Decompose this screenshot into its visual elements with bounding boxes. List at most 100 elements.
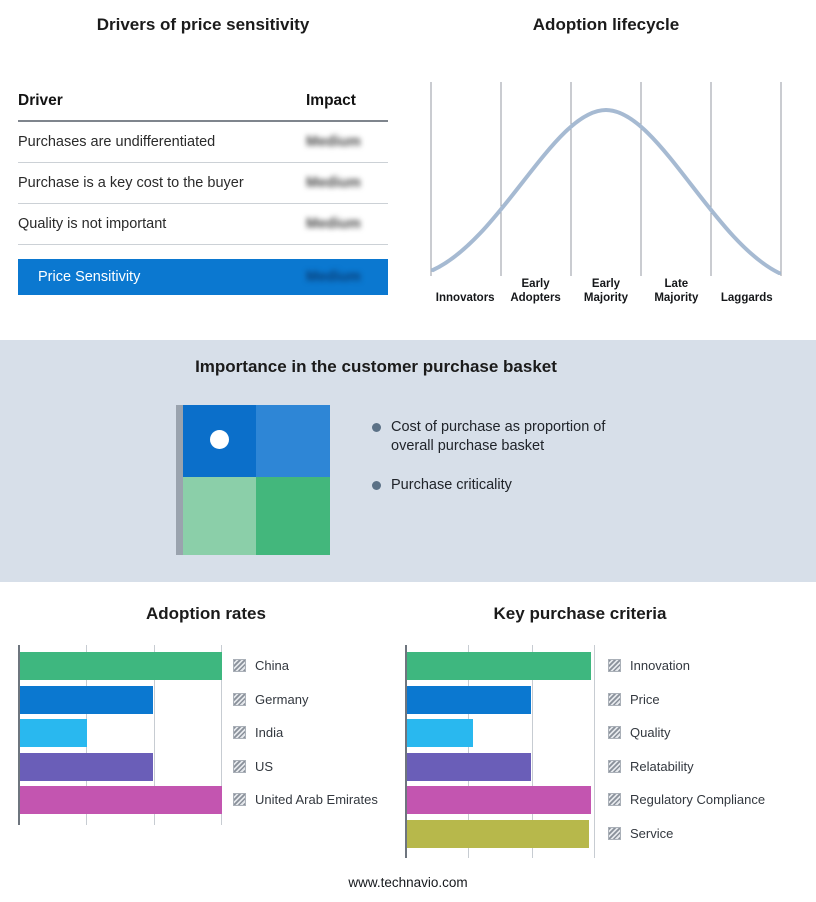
- bar-relatability: [407, 752, 532, 781]
- legend-item: Innovation: [608, 649, 765, 683]
- stage-label-laggards: Laggards: [720, 292, 773, 305]
- legend-swatch-icon: [233, 692, 246, 706]
- legend-item: Relatability: [608, 750, 765, 784]
- legend-item: US: [233, 750, 378, 784]
- legend-label: Germany: [255, 691, 309, 707]
- legend-swatch-icon: [233, 726, 246, 740]
- legend-label: Regulatory Compliance: [630, 792, 766, 808]
- bar-row: [407, 652, 595, 680]
- bar-row: [407, 685, 595, 714]
- bar-row: [407, 752, 595, 781]
- bar-service: [407, 819, 590, 848]
- stage-label-early-majority: Early Majority: [583, 278, 629, 305]
- legend-label: United Arab Emirates: [255, 792, 378, 808]
- bar-group: [407, 652, 595, 853]
- quadrant-marker-dot: [210, 430, 229, 449]
- grid-line: [468, 645, 470, 858]
- y-axis-line: [405, 645, 407, 858]
- lifecycle-panel-title: Adoption lifecycle: [532, 15, 680, 34]
- legend-item: Regulatory Compliance: [608, 783, 765, 817]
- legend-swatch-icon: [233, 793, 246, 807]
- purchase-criteria-title: Key purchase criteria: [493, 604, 667, 623]
- grid-line: [594, 645, 595, 858]
- impact-value: Medium: [306, 134, 361, 150]
- drivers-table: Driver Impact Purchases are undifferenti…: [18, 84, 388, 295]
- legend-item: Quality: [608, 716, 765, 750]
- stage-label-late-majority: Late Majority: [654, 278, 699, 305]
- legend-label: China: [255, 658, 289, 674]
- legend-label: India: [255, 725, 284, 741]
- bullet-text: Cost of purchase as proportion of overal…: [391, 419, 606, 455]
- bullet-item: Cost of purchase as proportion of overal…: [372, 418, 648, 456]
- table-row: Quality is not important Medium: [18, 204, 388, 245]
- purchase-criteria-chart: [405, 645, 595, 858]
- grid-line: [221, 645, 222, 825]
- quadrant-axis-bar: [176, 405, 183, 555]
- table-row: Purchases are undifferentiated Medium: [18, 122, 388, 163]
- bar-india: [20, 719, 87, 747]
- basket-panel-title: Importance in the customer purchase bask…: [195, 357, 557, 376]
- legend-item: Germany: [233, 683, 378, 717]
- y-axis-line: [18, 645, 20, 825]
- quadrant-cell-bottom-right: [256, 477, 330, 555]
- bullet-text: Purchase criticality: [391, 477, 512, 494]
- legend-swatch-icon: [608, 726, 621, 740]
- legend-item: Price: [608, 683, 765, 717]
- bar-row: [407, 819, 595, 848]
- adoption-rates-title: Adoption rates: [146, 604, 266, 623]
- quadrant-cell-bottom-left: [183, 477, 256, 555]
- legend-item: Service: [608, 817, 765, 851]
- bar-row: [407, 786, 595, 814]
- bar-innovation: [407, 652, 592, 680]
- legend-item: United Arab Emirates: [233, 783, 378, 817]
- adoption-rates-chart: [18, 645, 222, 825]
- legend-swatch-icon: [233, 759, 246, 773]
- driver-cell: Purchases are undifferentiated: [18, 134, 216, 150]
- adoption-rates-legend: China Germany India US United Arab Emira…: [233, 649, 378, 817]
- bar-germany: [20, 685, 154, 714]
- bar-row: [20, 752, 222, 781]
- stage-label-early-adopters: Early Adopters: [510, 278, 561, 305]
- legend-swatch-icon: [608, 826, 621, 840]
- bar-group: [20, 652, 222, 820]
- stage-label-innovators: Innovators: [435, 292, 495, 305]
- quadrant-chart: [183, 405, 330, 555]
- header-impact-label: Impact: [306, 92, 356, 109]
- drivers-table-header: Driver Impact: [18, 84, 388, 122]
- bar-quality: [407, 719, 473, 747]
- legend-label: US: [255, 758, 274, 774]
- purchase-criteria-legend: Innovation Price Quality Relatability Re…: [608, 649, 765, 850]
- bar-row: [20, 719, 222, 747]
- footer-url: www.technavio.com: [348, 875, 468, 890]
- bar-price: [407, 685, 532, 714]
- summary-label: Price Sensitivity: [38, 269, 141, 285]
- bar-united-arab-emirates: [20, 786, 222, 814]
- legend-swatch-icon: [608, 692, 621, 706]
- lifecycle-chart: [430, 82, 782, 276]
- bar-us: [20, 752, 154, 781]
- bullet-item: Purchase criticality: [372, 476, 648, 495]
- bar-row: [20, 786, 222, 814]
- legend-swatch-icon: [233, 659, 246, 673]
- legend-label: Innovation: [630, 658, 690, 674]
- driver-cell: Quality is not important: [18, 216, 167, 232]
- bar-row: [20, 652, 222, 680]
- legend-item: India: [233, 716, 378, 750]
- driver-cell: Purchase is a key cost to the buyer: [18, 175, 244, 191]
- bullet-dot-icon: [372, 481, 381, 491]
- summary-impact-value: Medium: [306, 269, 361, 285]
- bar-regulatory-compliance: [407, 786, 592, 814]
- legend-item: China: [233, 649, 378, 683]
- grid-line: [153, 645, 155, 825]
- quadrant-cell-top-left: [183, 405, 256, 477]
- price-sensitivity-summary-row: Price Sensitivity Medium: [18, 259, 388, 295]
- table-row: Purchase is a key cost to the buyer Medi…: [18, 163, 388, 204]
- bullet-dot-icon: [372, 423, 381, 432]
- grid-line: [531, 645, 533, 858]
- impact-value: Medium: [306, 175, 361, 191]
- legend-label: Quality: [630, 725, 671, 741]
- bar-row: [407, 719, 595, 747]
- bell-curve: [431, 107, 781, 275]
- legend-label: Service: [630, 825, 674, 841]
